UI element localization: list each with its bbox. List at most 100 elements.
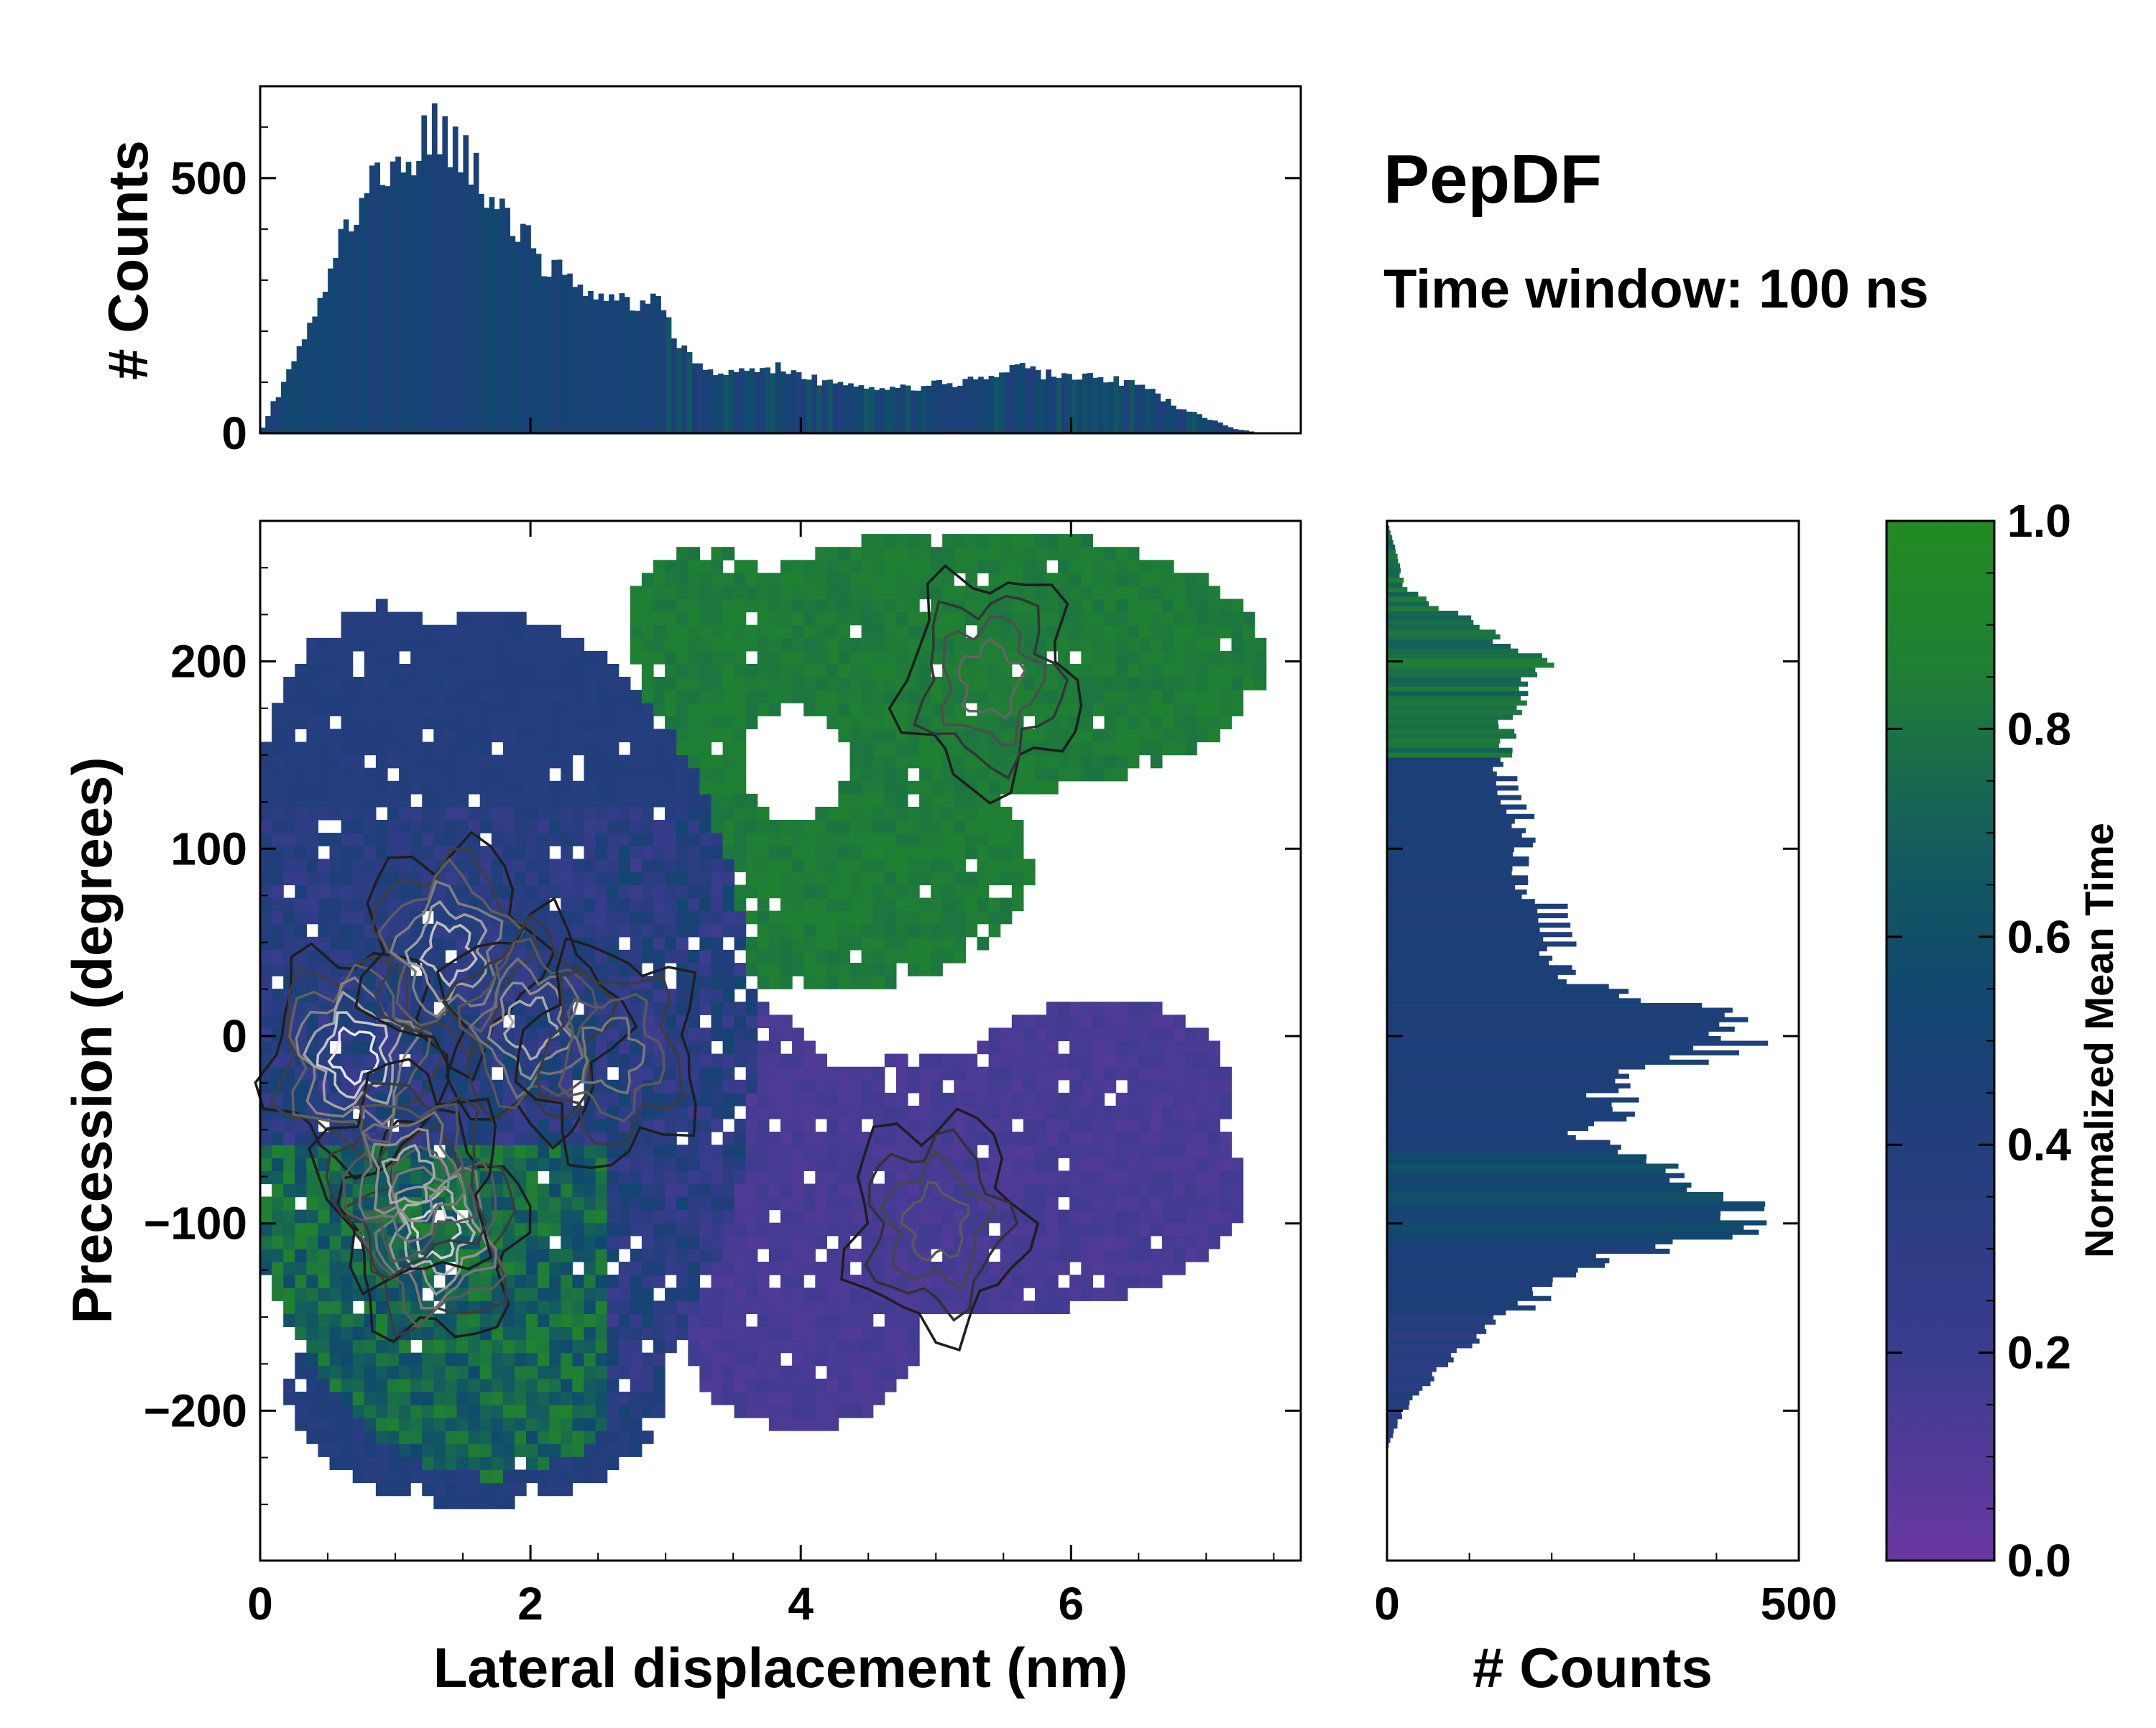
heatmap-cell [653, 846, 665, 859]
heatmap-cell [1220, 664, 1232, 678]
heatmap-cell [1128, 599, 1140, 613]
heatmap-cell [838, 846, 850, 859]
heatmap-cell [306, 677, 318, 690]
heatmap-cell [283, 872, 295, 885]
heatmap-cell [711, 1119, 724, 1132]
top-histogram-bar [827, 379, 833, 433]
heatmap-cell [769, 1041, 781, 1055]
heatmap-cell [607, 755, 619, 769]
heatmap-cell [515, 1158, 527, 1171]
heatmap-cell [919, 742, 931, 756]
heatmap-cell [1197, 1067, 1209, 1081]
top-histogram-bar [578, 285, 584, 433]
heatmap-cell [1197, 1041, 1209, 1055]
heatmap-cell [561, 1184, 573, 1198]
heatmap-cell [433, 1496, 446, 1510]
heatmap-cell [676, 586, 688, 599]
heatmap-cell [803, 586, 816, 599]
heatmap-cell [469, 1275, 481, 1288]
heatmap-cell [642, 781, 654, 795]
heatmap-cell [711, 1184, 724, 1198]
heatmap-cell [630, 625, 642, 639]
heatmap-cell [723, 1184, 735, 1198]
heatmap-cell [780, 638, 793, 652]
heatmap-cell [1220, 1067, 1232, 1081]
heatmap-cell [584, 1145, 596, 1158]
heatmap-cell [711, 820, 724, 833]
heatmap-cell [469, 703, 481, 716]
heatmap-cell [596, 1249, 608, 1262]
heatmap-cell [1069, 1210, 1082, 1224]
heatmap-cell [1139, 703, 1151, 716]
heatmap-cell [1128, 1080, 1140, 1094]
heatmap-cell [826, 1106, 839, 1119]
heatmap-cell [734, 599, 747, 613]
heatmap-cell [873, 625, 885, 639]
heatmap-cell [1139, 1054, 1151, 1068]
heatmap-cell [353, 1326, 365, 1340]
heatmap-cell [410, 625, 423, 639]
heatmap-cell [826, 1275, 839, 1288]
heatmap-cell [422, 1443, 434, 1457]
heatmap-cell [1035, 1067, 1047, 1081]
heatmap-cell [965, 833, 977, 846]
heatmap-cell [422, 716, 434, 729]
heatmap-cell [746, 1158, 758, 1171]
heatmap-cell [469, 1379, 481, 1392]
heatmap-cell [826, 924, 839, 938]
heatmap-cell [1174, 586, 1186, 599]
heatmap-cell [826, 1170, 839, 1184]
heatmap-cell [619, 1236, 631, 1249]
heatmap-cell [815, 651, 827, 665]
heatmap-cell [908, 1262, 920, 1275]
heatmap-cell [318, 677, 330, 690]
heatmap-cell [642, 1431, 654, 1444]
heatmap-cell [433, 638, 446, 652]
top-histogram-bar [265, 416, 271, 433]
heatmap-cell [607, 1145, 619, 1158]
heatmap-cell [584, 1313, 596, 1327]
heatmap-cell [457, 885, 469, 899]
top-y-tick-label: 0 [221, 407, 247, 459]
heatmap-cell [769, 638, 781, 652]
heatmap-cell [815, 547, 827, 560]
heatmap-cell [734, 1288, 747, 1301]
heatmap-cell [526, 625, 538, 639]
heatmap-cell [850, 1223, 862, 1237]
heatmap-cell [1116, 1170, 1128, 1184]
heatmap-cell [1105, 638, 1117, 652]
heatmap-cell [908, 859, 920, 872]
heatmap-cell [688, 1184, 700, 1198]
heatmap-cell [803, 664, 816, 678]
heatmap-cell [272, 1210, 284, 1224]
heatmap-cell [549, 1405, 561, 1418]
heatmap-cell [838, 1236, 850, 1249]
heatmap-cell [283, 1223, 295, 1237]
heatmap-cell [1046, 1275, 1059, 1288]
heatmap-cell [607, 1210, 619, 1224]
heatmap-cell [757, 937, 770, 951]
heatmap-cell [746, 703, 758, 716]
heatmap-cell [665, 833, 677, 846]
heatmap-cell [596, 1379, 608, 1392]
heatmap-cell [1128, 1132, 1140, 1145]
heatmap-cell [1116, 1002, 1128, 1015]
heatmap-cell [699, 560, 711, 573]
heatmap-cell [688, 1236, 700, 1249]
heatmap-cell [330, 677, 342, 690]
heatmap-cell [572, 911, 584, 925]
heatmap-cell [792, 1041, 804, 1055]
heatmap-cell [723, 1132, 735, 1145]
heatmap-cell [942, 1210, 954, 1224]
heatmap-cell [538, 781, 550, 795]
heatmap-cell [272, 781, 284, 795]
heatmap-cell [838, 1132, 850, 1145]
heatmap-cell [746, 1366, 758, 1380]
heatmap-cell [619, 1418, 631, 1431]
heatmap-cell [272, 1170, 284, 1184]
heatmap-cell [1185, 690, 1197, 703]
heatmap-cell [1151, 612, 1163, 626]
heatmap-cell [445, 1223, 457, 1237]
heatmap-cell [1000, 807, 1013, 821]
heatmap-cell [1035, 1288, 1047, 1301]
